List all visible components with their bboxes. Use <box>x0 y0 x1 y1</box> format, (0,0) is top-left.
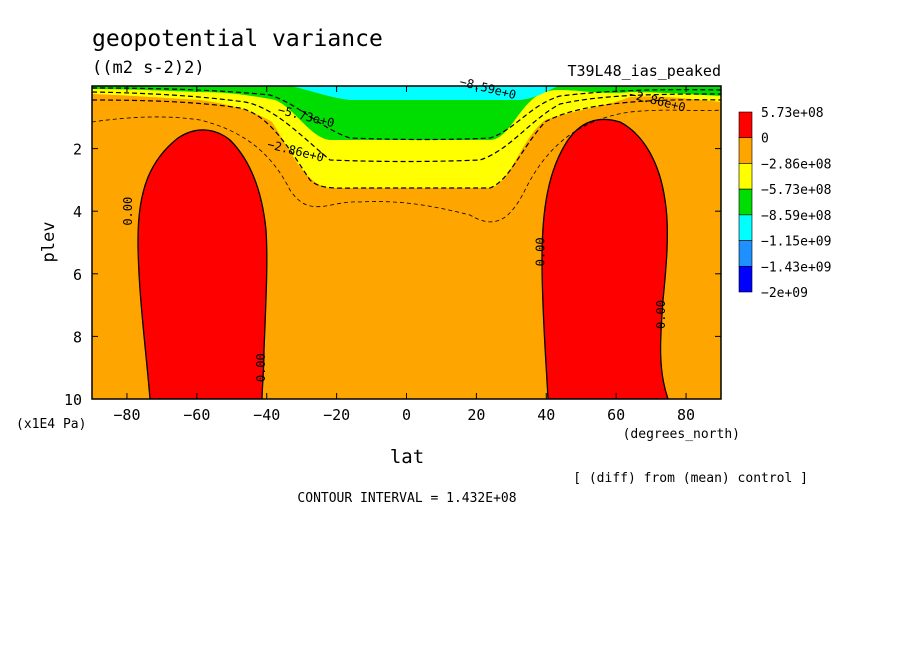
y-tick-label: 2 <box>73 141 82 159</box>
plot-area <box>92 86 721 399</box>
field-band-green <box>92 86 721 140</box>
x-tick-label: 40 <box>537 406 555 424</box>
x-tick-label: −60 <box>183 406 210 424</box>
contour-line-dashed-3 <box>92 91 721 163</box>
y-tick-label: 6 <box>73 266 82 284</box>
colorbar-swatch <box>738 265 753 293</box>
field-band-cyan <box>290 86 560 100</box>
y-tick-label: 8 <box>73 328 82 346</box>
colorbar-swatch <box>738 111 753 139</box>
diff-note: [ (diff) from (mean) control ] <box>573 471 808 486</box>
contour-interval-text: CONTOUR INTERVAL = 1.432E+08 <box>297 491 516 506</box>
y-axis-label: plev <box>39 222 59 263</box>
y-tick-label: 4 <box>73 203 82 221</box>
contour-label: 0.00 <box>121 197 135 226</box>
field-region-red-north <box>541 118 669 399</box>
contour-label: 0.00 <box>654 300 668 329</box>
x-tick-label: 80 <box>677 406 695 424</box>
contour-label: 0.00 <box>254 353 268 382</box>
colorbar-label: −2.86e+08 <box>761 157 831 172</box>
y-axis-ticks: 2 4 6 8 10 <box>64 141 721 409</box>
colorbar-swatch <box>738 240 753 267</box>
colorbar-label: −1.43e+09 <box>761 260 831 275</box>
x-tick-label: −80 <box>113 406 140 424</box>
x-tick-label: −20 <box>323 406 350 424</box>
colorbar-label: 0 <box>761 132 769 147</box>
contour-line-dashed-4 <box>92 87 721 141</box>
x-axis-label: lat <box>390 446 424 468</box>
colorbar-label: −2e+09 <box>761 286 808 301</box>
field-region-red-south <box>137 129 268 399</box>
colorbar-swatch <box>738 163 753 190</box>
run-label: T39L48_ias_peaked <box>567 62 721 80</box>
colorbar-label: −5.73e+08 <box>761 183 831 198</box>
x-tick-label: 60 <box>607 406 625 424</box>
x-axis-ticks: −80 −60 −40 −20 0 20 40 60 80 <box>113 86 695 424</box>
colorbar-swatch <box>738 188 753 216</box>
y-tick-label: 10 <box>64 391 82 409</box>
colorbar-swatch <box>738 137 753 164</box>
contour-line-dashed-1 <box>92 109 721 223</box>
colorbar-swatch <box>738 214 753 241</box>
colorbar: 5.73e+08 0 −2.86e+08 −5.73e+08 −8.59e+08 −1.1… <box>738 106 831 301</box>
contour-line-dashed-2 <box>92 99 721 189</box>
chart-title: geopotential variance <box>92 26 383 52</box>
x-axis-units: (degrees_north) <box>623 427 740 442</box>
x-tick-label: 20 <box>467 406 485 424</box>
chart-units: ((m2 s-2)2) <box>92 58 205 78</box>
colorbar-label: 5.73e+08 <box>761 106 824 121</box>
x-tick-label: −40 <box>253 406 280 424</box>
colorbar-label: −8.59e+08 <box>761 209 831 224</box>
colorbar-label: −1.15e+09 <box>761 235 831 250</box>
contour-label: 0.00 <box>534 237 548 266</box>
y-axis-units: (x1E4 Pa) <box>16 417 86 432</box>
x-tick-label: 0 <box>402 406 411 424</box>
